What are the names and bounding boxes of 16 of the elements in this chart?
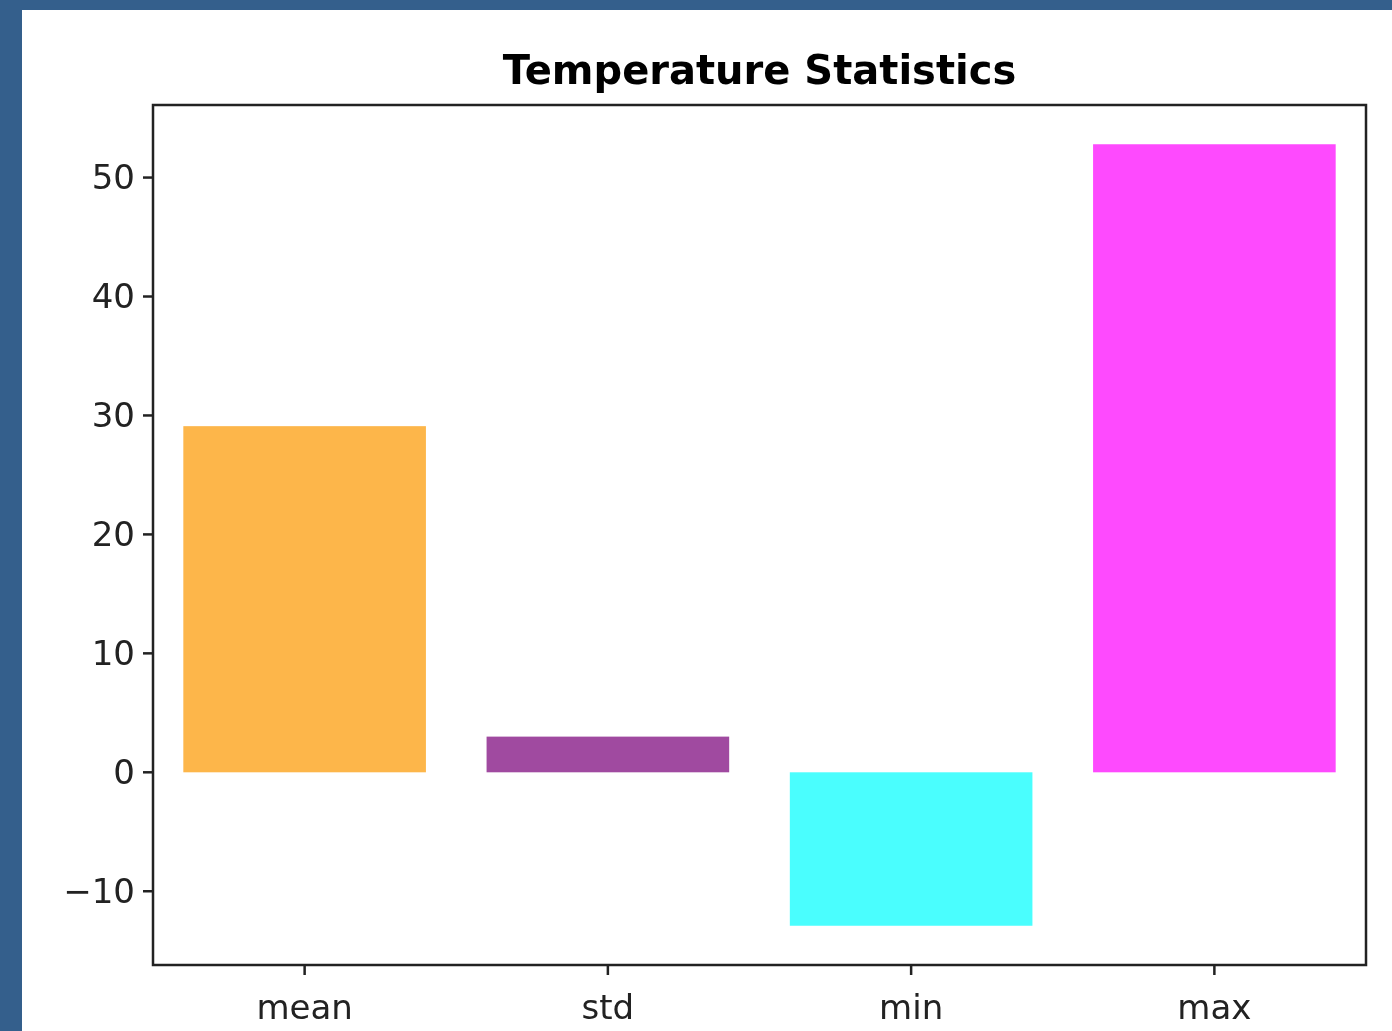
chart-title: Temperature Statistics	[502, 47, 1017, 93]
x-tick-label: max	[1177, 987, 1252, 1027]
y-tick-label: 40	[91, 276, 135, 317]
y-tick-label: 30	[91, 395, 135, 436]
y-tick-label: 0	[113, 752, 135, 793]
x-tick-label: min	[879, 987, 944, 1027]
y-tick-label: 50	[91, 157, 135, 198]
bar	[789, 772, 1033, 926]
bar	[183, 426, 426, 773]
x-tick-label: std	[581, 987, 635, 1027]
y-tick-label: −10	[63, 871, 135, 912]
bar	[486, 736, 730, 773]
x-tick-label: mean	[256, 987, 353, 1027]
y-tick-label: 20	[91, 514, 135, 555]
bar	[1093, 144, 1336, 773]
y-tick-label: 10	[91, 633, 135, 674]
